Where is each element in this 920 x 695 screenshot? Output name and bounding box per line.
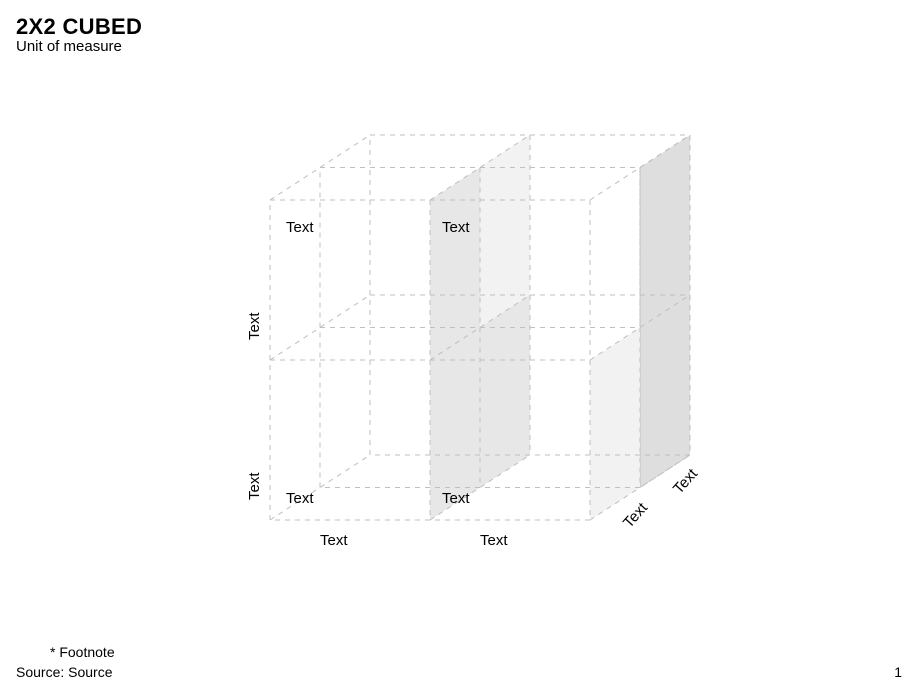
axis-label-below-right: Text	[480, 532, 508, 549]
cube-diagram: Text Text Text Text Text Text Text Text …	[0, 0, 920, 690]
cell-label-front-br: Text	[442, 490, 470, 507]
cell-label-front-bl: Text	[286, 490, 314, 507]
cell-label-front-tl: Text	[286, 219, 314, 236]
axis-label-below-left: Text	[320, 532, 348, 549]
cell-label-front-tr: Text	[442, 219, 470, 236]
source-line: Source: Source	[16, 664, 113, 680]
cube-svg	[0, 0, 920, 690]
footnote: * Footnote	[50, 644, 115, 660]
axis-label-left-top: Text	[246, 312, 263, 340]
page-number: 1	[894, 664, 902, 680]
axis-label-left-bottom: Text	[246, 472, 263, 500]
